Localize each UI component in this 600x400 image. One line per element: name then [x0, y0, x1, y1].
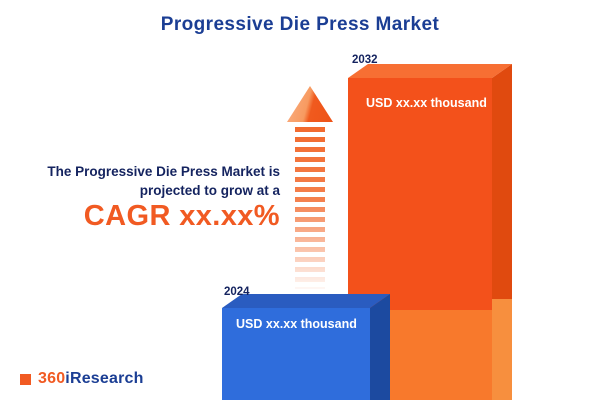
bar-2024-top-face: [222, 294, 390, 308]
bar-2032-top-face: [348, 64, 512, 78]
logo-text-iresearch: iResearch: [65, 370, 144, 387]
page-title: Progressive Die Press Market: [160, 14, 440, 35]
arrow-dashed-shaft-icon: [295, 127, 325, 289]
logo-text-360: 360: [38, 370, 66, 387]
bar-2032-value-label: USD xx.xx thousand: [366, 96, 487, 110]
arrow-head-icon: [287, 86, 333, 122]
cagr-value: CAGR xx.xx%: [83, 200, 280, 232]
bar-2024-side-face: [370, 294, 390, 400]
bar-2024-value-label: USD xx.xx thousand: [236, 317, 357, 331]
logo-square-icon: [20, 373, 31, 385]
bar-2024-front-face: [222, 308, 370, 400]
growth-arrow-icon: [287, 86, 333, 292]
brand-logo: 360iResearch: [20, 370, 144, 388]
bar-2032-side-face: [492, 64, 512, 400]
annotation-line-1: The Progressive Die Press Market is: [47, 164, 280, 179]
growth-annotation: The Progressive Die Press Market is proj…: [0, 162, 280, 232]
annotation-line-2: projected to grow at a: [139, 183, 280, 198]
bar-2024: [222, 294, 390, 400]
bar-2032-year-label: 2032: [352, 54, 378, 66]
bar-2024-year-label: 2024: [224, 286, 250, 298]
logo-text: 360iResearch: [38, 370, 144, 388]
